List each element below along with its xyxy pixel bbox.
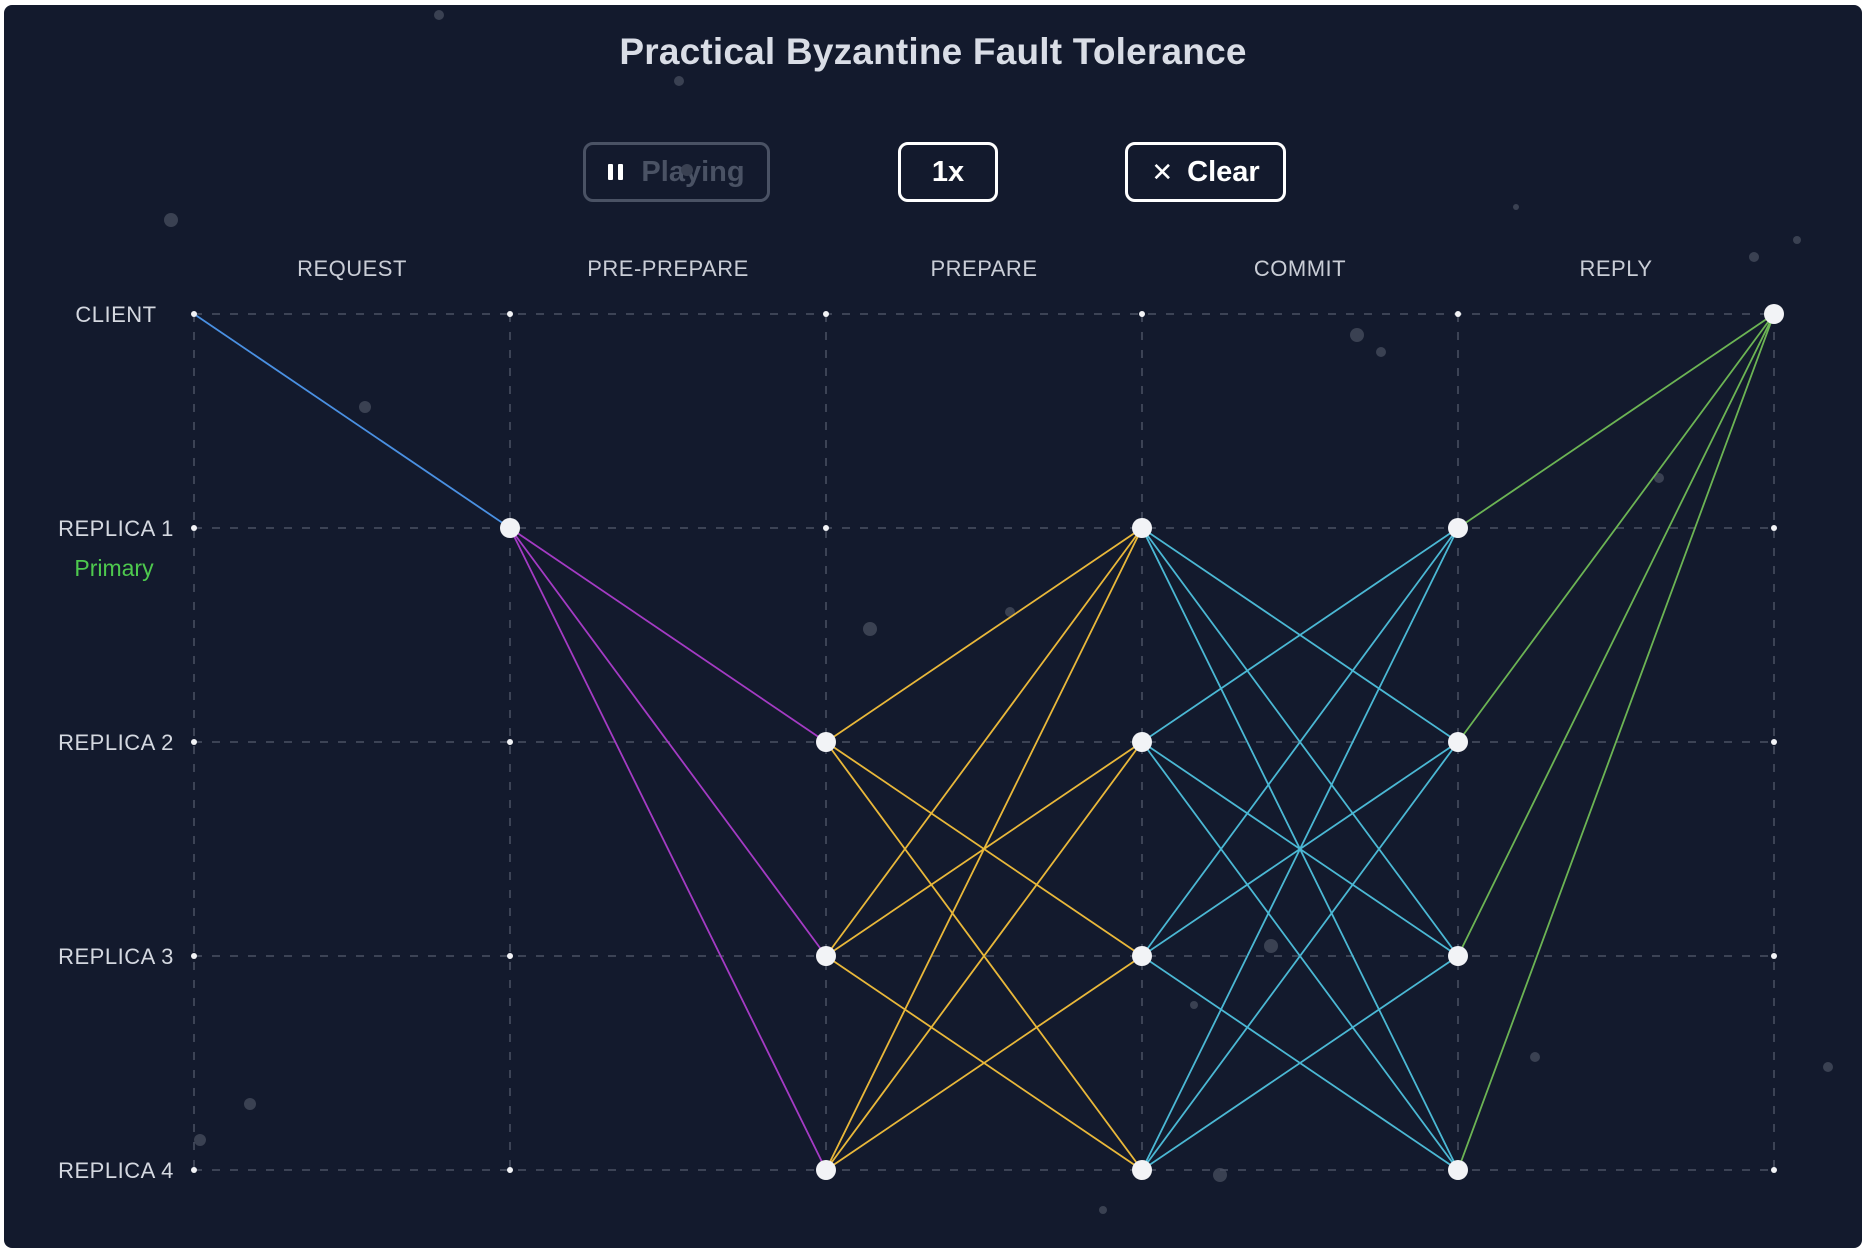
- phase-label-commit: COMMIT: [1254, 256, 1346, 281]
- message-prepare: [825, 955, 1143, 1171]
- particle: [681, 164, 693, 176]
- message-reply: [1457, 313, 1775, 529]
- message-commit: [1141, 955, 1459, 1171]
- active-node: [1132, 946, 1152, 966]
- active-node: [1448, 732, 1468, 752]
- message-commit: [1141, 527, 1459, 1171]
- timeline-dot: [507, 953, 513, 959]
- message-reply: [1457, 313, 1775, 957]
- particle: [1793, 236, 1801, 244]
- participant-label: REPLICA 4: [58, 1158, 174, 1183]
- participant-label: CLIENT: [75, 302, 156, 327]
- particle: [1005, 607, 1015, 617]
- phase-label-reply: REPLY: [1579, 256, 1652, 281]
- particle: [359, 401, 371, 413]
- particle: [1513, 204, 1519, 210]
- speed-button[interactable]: 1x: [898, 142, 998, 202]
- timeline-grid: [193, 313, 1775, 1171]
- background-particles: [164, 10, 1833, 1214]
- particle: [1654, 473, 1664, 483]
- phase-label-pre-prepare: PRE-PREPARE: [587, 256, 749, 281]
- page-title: Practical Byzantine Fault Tolerance: [619, 31, 1247, 72]
- timeline-dot: [1771, 525, 1777, 531]
- participant-label: REPLICA 1: [58, 516, 174, 541]
- timeline-dot: [507, 739, 513, 745]
- timeline-dot: [1771, 1167, 1777, 1173]
- clear-button[interactable]: ✕ Clear: [1125, 142, 1286, 202]
- timeline-dot: [191, 953, 197, 959]
- particle: [1350, 328, 1364, 342]
- message-reply: [1457, 313, 1775, 743]
- timeline-dot: [191, 311, 197, 317]
- timeline-dot: [1771, 739, 1777, 745]
- particle: [1530, 1052, 1540, 1062]
- timeline-dot: [1139, 311, 1145, 317]
- particle: [1376, 347, 1386, 357]
- message-reply: [1457, 313, 1775, 1171]
- timeline-dot: [191, 1167, 197, 1173]
- timeline-dot: [507, 311, 513, 317]
- active-node: [1764, 304, 1784, 324]
- message-prepare: [825, 527, 1143, 743]
- particle: [244, 1098, 256, 1110]
- diagram-panel: Practical Byzantine Fault Tolerance Play…: [4, 5, 1862, 1248]
- timeline-dot: [1455, 311, 1461, 317]
- particle: [1213, 1168, 1227, 1182]
- active-node: [1448, 518, 1468, 538]
- active-node: [1132, 732, 1152, 752]
- close-icon: ✕: [1151, 157, 1174, 187]
- particle: [863, 622, 877, 636]
- particle: [164, 213, 178, 227]
- particle: [1099, 1206, 1107, 1214]
- speed-label: 1x: [931, 155, 965, 188]
- particle: [434, 10, 444, 20]
- active-node: [816, 1160, 836, 1180]
- particle: [194, 1134, 206, 1146]
- timeline-dot: [507, 1167, 513, 1173]
- particle: [1749, 252, 1759, 262]
- message-prepare: [825, 527, 1143, 957]
- participant-labels: CLIENT REPLICA 1 Primary REPLICA 2 REPLICA 3…: [58, 302, 174, 1183]
- play-pause-label: Playing: [641, 155, 745, 188]
- message-commit: [1141, 741, 1459, 1171]
- participant-label: REPLICA 3: [58, 944, 174, 969]
- timeline-dot: [1771, 953, 1777, 959]
- timeline-dots: [191, 304, 1784, 1180]
- active-node: [816, 732, 836, 752]
- message-pre-prepare: [509, 527, 827, 743]
- phase-labels: REQUEST PRE-PREPARE PREPARE COMMIT REPLY: [297, 256, 1652, 281]
- message-prepare: [825, 741, 1143, 1171]
- message-request: [193, 313, 511, 529]
- timeline-dot: [191, 739, 197, 745]
- message-commit: [1141, 527, 1459, 743]
- particle: [674, 76, 684, 86]
- active-node: [500, 518, 520, 538]
- particle: [1823, 1062, 1833, 1072]
- clear-label: Clear: [1187, 155, 1260, 188]
- primary-badge: Primary: [74, 555, 154, 581]
- message-prepare: [825, 527, 1143, 1171]
- timeline-dot: [191, 525, 197, 531]
- play-pause-button[interactable]: Playing: [583, 142, 770, 202]
- active-node: [816, 946, 836, 966]
- messages: [193, 313, 1775, 1171]
- particle: [1264, 939, 1278, 953]
- phase-label-request: REQUEST: [297, 256, 407, 281]
- message-commit: [1141, 527, 1459, 957]
- phase-label-prepare: PREPARE: [930, 256, 1037, 281]
- timeline-dot: [823, 311, 829, 317]
- active-node: [1448, 1160, 1468, 1180]
- participant-label: REPLICA 2: [58, 730, 174, 755]
- particle: [1190, 1001, 1198, 1009]
- timeline-dot: [823, 525, 829, 531]
- pause-icon: [608, 164, 624, 180]
- pbft-message-diagram: REQUEST PRE-PREPARE PREPARE COMMIT REPLY CLI…: [58, 10, 1833, 1214]
- active-node: [1132, 1160, 1152, 1180]
- active-node: [1448, 946, 1468, 966]
- message-pre-prepare: [509, 527, 827, 1171]
- active-node: [1132, 518, 1152, 538]
- message-pre-prepare: [509, 527, 827, 957]
